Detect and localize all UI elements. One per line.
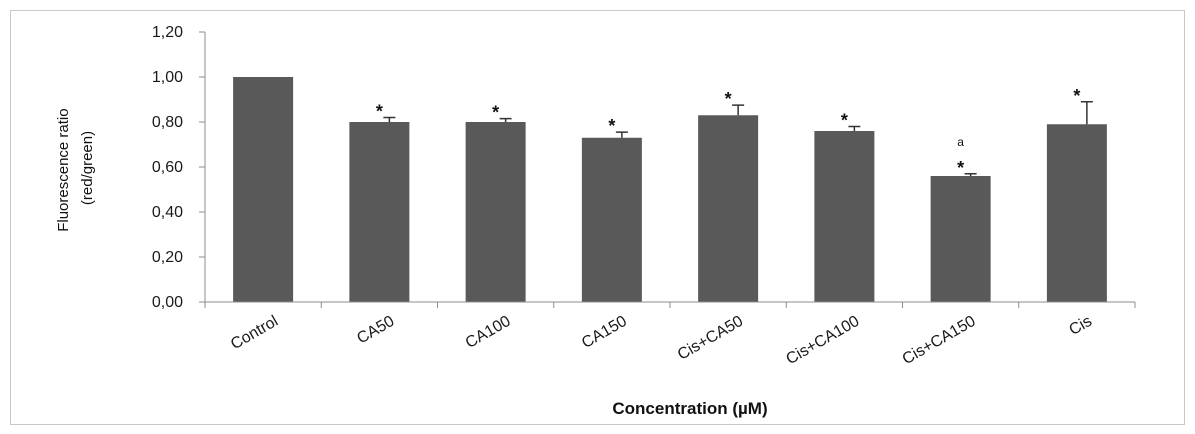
- significance-asterisk: *: [957, 158, 964, 178]
- y-axis-ticks: 0,00 0,20 0,40 0,60 0,80 1,00 1,20: [152, 24, 205, 311]
- x-tick-label: Cis+CA150: [900, 313, 979, 368]
- bar: [698, 115, 759, 302]
- bars-group: [233, 77, 1107, 302]
- bar: [814, 131, 875, 302]
- y-tick-label: 0,40: [152, 204, 183, 221]
- y-axis-label-line-2: (red/green): [79, 131, 96, 205]
- y-tick-label: 0,60: [152, 159, 183, 176]
- chart-frame: [10, 10, 1185, 425]
- x-tick-label: Cis+CA100: [783, 313, 862, 368]
- significance-asterisk: *: [492, 103, 499, 123]
- significance-markers: * * * * * * a *: [376, 86, 1081, 178]
- significance-asterisk: *: [841, 111, 848, 131]
- significance-asterisk: *: [376, 102, 383, 122]
- significance-asterisk: *: [725, 89, 732, 109]
- significance-letter: a: [957, 135, 964, 149]
- x-tick-label: Control: [228, 313, 281, 354]
- x-tick-label: CA150: [579, 313, 630, 352]
- significance-asterisk: *: [608, 116, 615, 136]
- error-bars-group: [383, 101, 1093, 176]
- y-axis-label-line-1: Fluorescence ratio: [55, 108, 72, 231]
- bar: [233, 77, 294, 302]
- bar: [930, 176, 991, 302]
- bar: [1046, 124, 1107, 302]
- x-tick-label: Cis: [1066, 313, 1095, 339]
- bar: [581, 137, 642, 302]
- x-tick-label: Cis+CA50: [675, 313, 746, 364]
- x-tick-label: CA50: [354, 313, 397, 348]
- significance-asterisk: *: [1073, 86, 1080, 106]
- bar: [465, 122, 526, 302]
- y-tick-label: 0,80: [152, 114, 183, 131]
- y-tick-label: 1,20: [152, 24, 183, 41]
- y-axis-label: Fluorescence ratio (red/green): [55, 104, 96, 232]
- y-tick-label: 0,20: [152, 249, 183, 266]
- y-tick-label: 0,00: [152, 294, 183, 311]
- bar: [349, 122, 410, 302]
- x-tick-label: CA100: [463, 313, 514, 352]
- x-axis-label: Concentration (µM): [612, 399, 767, 418]
- y-tick-label: 1,00: [152, 69, 183, 86]
- x-axis-ticks: Control CA50 CA100 CA150 Cis+CA50 Cis+CA100 Ci…: [204, 302, 1136, 368]
